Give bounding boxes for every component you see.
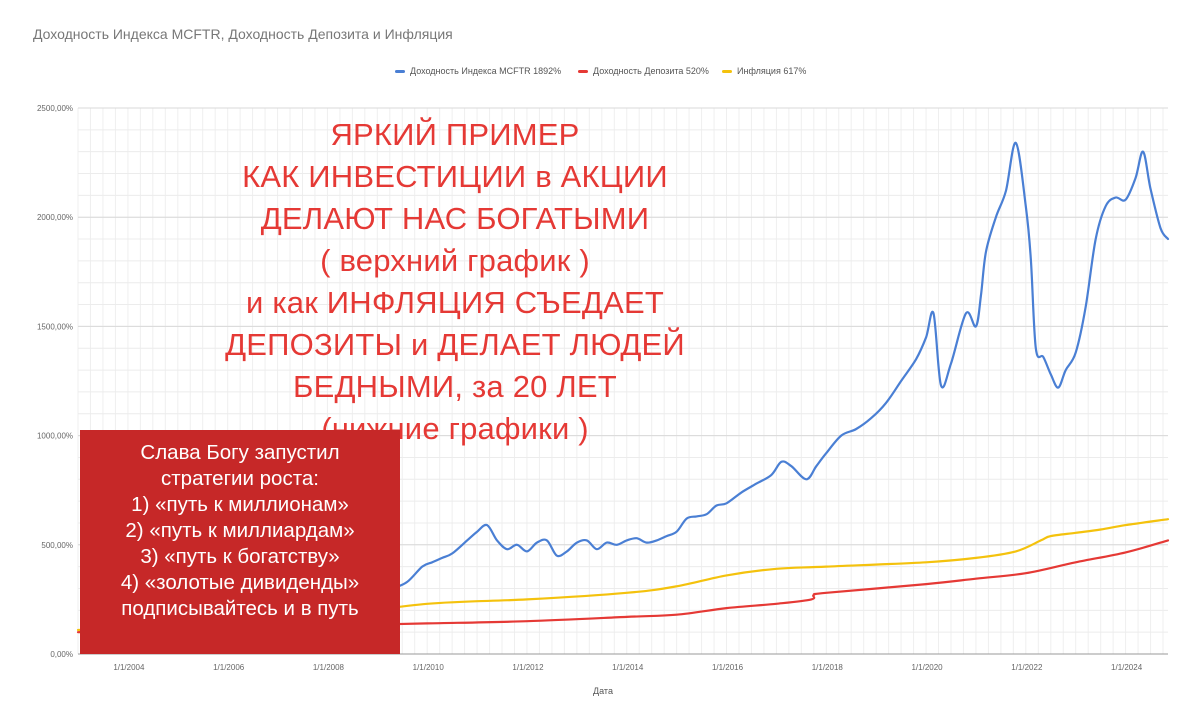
legend-item-inflation: Инфляция 617% bbox=[722, 66, 806, 76]
x-tick-label: 1/1/2022 bbox=[1011, 663, 1043, 672]
x-axis-title: Дата bbox=[593, 686, 613, 696]
x-tick-label: 1/1/2024 bbox=[1111, 663, 1143, 672]
headline-line-4: ( верхний график ) bbox=[320, 243, 590, 278]
legend-label-deposit: Доходность Депозита 520% bbox=[593, 66, 709, 76]
x-tick-label: 1/1/2018 bbox=[812, 663, 844, 672]
x-tick-label: 1/1/2014 bbox=[612, 663, 644, 672]
y-tick-label: 2500,00% bbox=[37, 104, 73, 113]
x-tick-label: 1/1/2004 bbox=[113, 663, 145, 672]
chart-title: Доходность Индекса MCFTR, Доходность Деп… bbox=[33, 26, 453, 42]
headline-line-5: и как ИНФЛЯЦИЯ СЪЕДАЕТ bbox=[246, 285, 664, 320]
headline-overlay: ЯРКИЙ ПРИМЕР КАК ИНВЕСТИЦИИ в АКЦИИ ДЕЛА… bbox=[130, 114, 780, 450]
promo-line-7: подписывайтесь и в путь bbox=[121, 597, 359, 620]
y-tick-label: 1000,00% bbox=[37, 432, 73, 441]
x-tick-label: 1/1/2010 bbox=[413, 663, 445, 672]
x-tick-label: 1/1/2012 bbox=[512, 663, 544, 672]
promo-box: Слава Богу запустил стратегии роста: 1) … bbox=[80, 430, 400, 654]
x-tick-label: 1/1/2006 bbox=[213, 663, 245, 672]
promo-line-3: 1) «путь к миллионам» bbox=[131, 493, 349, 516]
x-tick-label: 1/1/2020 bbox=[911, 663, 943, 672]
promo-line-1: Слава Богу запустил bbox=[140, 441, 340, 464]
legend-item-mcftr: Доходность Индекса MCFTR 1892% bbox=[395, 66, 561, 76]
y-tick-label: 0,00% bbox=[50, 650, 73, 659]
x-tick-label: 1/1/2016 bbox=[712, 663, 744, 672]
headline-line-7: БЕДНЫМИ, за 20 ЛЕТ bbox=[293, 369, 617, 404]
legend-swatch-deposit bbox=[578, 69, 588, 73]
legend-label-inflation: Инфляция 617% bbox=[737, 66, 807, 76]
legend-swatch-inflation bbox=[722, 69, 732, 73]
chart-legend: Доходность Индекса MCFTR 1892% Доходност… bbox=[0, 66, 1200, 80]
legend-item-deposit: Доходность Депозита 520% bbox=[578, 66, 709, 76]
promo-line-2: стратегии роста: bbox=[161, 467, 319, 490]
promo-line-5: 3) «путь к богатству» bbox=[140, 545, 340, 568]
legend-label-mcftr: Доходность Индекса MCFTR 1892% bbox=[410, 66, 562, 76]
y-tick-label: 2000,00% bbox=[37, 213, 73, 222]
series-line-mcftr bbox=[376, 141, 1170, 594]
promo-line-6: 4) «золотые дивиденды» bbox=[120, 571, 360, 594]
headline-line-3: ДЕЛАЮТ НАС БОГАТЫМИ bbox=[260, 201, 650, 236]
y-tick-label: 1500,00% bbox=[37, 322, 73, 331]
x-tick-label: 1/1/2008 bbox=[313, 663, 345, 672]
headline-line-1: ЯРКИЙ ПРИМЕР bbox=[330, 117, 580, 152]
headline-line-2: КАК ИНВЕСТИЦИИ в АКЦИИ bbox=[242, 159, 668, 194]
legend-swatch-mcftr bbox=[395, 69, 405, 73]
y-tick-label: 500,00% bbox=[41, 541, 73, 550]
promo-line-4: 2) «путь к миллиардам» bbox=[125, 519, 355, 542]
headline-line-6: ДЕПОЗИТЫ и ДЕЛАЕТ ЛЮДЕЙ bbox=[225, 327, 685, 362]
